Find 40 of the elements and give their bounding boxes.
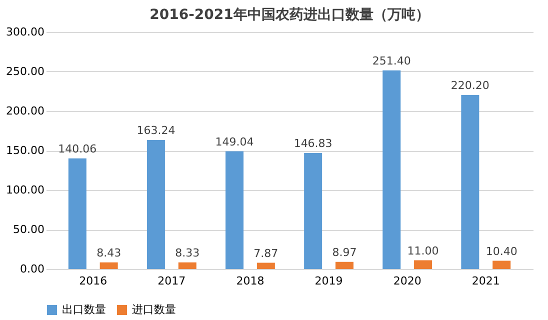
bar bbox=[382, 70, 401, 269]
data-label: 10.40 bbox=[486, 244, 518, 258]
y-tick-label: 50.00 bbox=[13, 223, 44, 236]
x-tick-label: 2019 bbox=[314, 274, 343, 288]
y-tick-label: 250.00 bbox=[6, 65, 44, 78]
data-label: 149.04 bbox=[215, 135, 254, 148]
data-label: 8.43 bbox=[96, 246, 122, 260]
y-tick-label: 200.00 bbox=[6, 104, 44, 118]
legend-label: 出口数量 bbox=[62, 303, 106, 316]
y-tick-label: 0.00 bbox=[20, 262, 44, 276]
bar bbox=[100, 262, 118, 269]
bar bbox=[304, 153, 322, 269]
data-label: 8.97 bbox=[332, 246, 357, 259]
data-label: 251.40 bbox=[372, 54, 411, 68]
bar bbox=[68, 158, 86, 269]
x-tick-label: 2016 bbox=[79, 274, 108, 288]
bar bbox=[178, 262, 196, 269]
legend-label: 进口数量 bbox=[132, 303, 176, 316]
y-tick-label: 300.00 bbox=[6, 26, 44, 38]
x-tick-label: 2021 bbox=[472, 274, 500, 288]
y-tick-label: 150.00 bbox=[6, 144, 44, 157]
bar bbox=[461, 95, 480, 269]
bar bbox=[256, 262, 275, 269]
bar bbox=[146, 140, 165, 269]
x-tick-label: 2018 bbox=[236, 274, 264, 288]
data-label: 140.06 bbox=[58, 142, 97, 156]
bar bbox=[226, 151, 244, 269]
data-label: 163.24 bbox=[136, 124, 176, 138]
data-label: 11.00 bbox=[407, 244, 439, 258]
data-label: 7.87 bbox=[254, 246, 278, 260]
chart-title: 2016-2021年中国农药进出口数量（万吨） bbox=[150, 7, 430, 23]
x-tick-label: 2020 bbox=[393, 274, 422, 288]
data-label: 8.33 bbox=[175, 246, 200, 260]
data-label: 220.20 bbox=[450, 79, 490, 92]
y-tick-label: 100.00 bbox=[6, 184, 44, 196]
bar bbox=[414, 260, 432, 269]
bar bbox=[335, 262, 354, 269]
data-label: 146.83 bbox=[294, 137, 332, 150]
x-tick-label: 2017 bbox=[158, 274, 186, 288]
bar bbox=[492, 260, 511, 269]
